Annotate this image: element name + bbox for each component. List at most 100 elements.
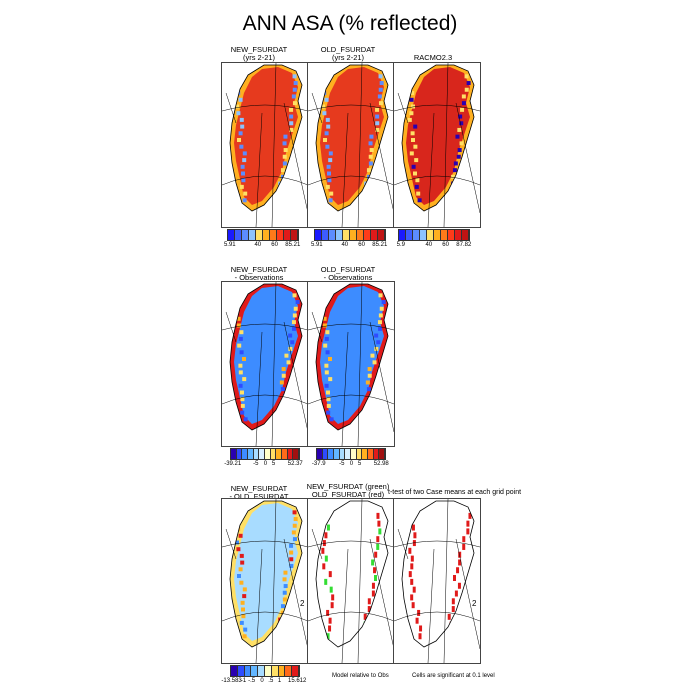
sig-cell [451, 598, 455, 605]
grid-cell [236, 84, 241, 89]
sig-cell [445, 629, 449, 636]
longitude-line [255, 548, 263, 663]
grid-cell [236, 303, 241, 308]
grid-cell [283, 148, 288, 153]
grid-cell [289, 550, 294, 555]
colorbar-swatch [336, 230, 343, 240]
grid-cell [375, 127, 380, 132]
sig-cell [328, 571, 332, 578]
longitude-line [341, 331, 349, 446]
sig-cell [411, 602, 415, 609]
latitude-line [308, 323, 394, 331]
colorbar-new-fsurdat [227, 229, 299, 241]
latitude-line [222, 104, 308, 112]
colorbar-swatch [235, 230, 242, 240]
grid-cell [329, 417, 334, 422]
grid-cell [292, 523, 297, 528]
grid-cell [322, 71, 326, 75]
sig-cell [462, 536, 466, 543]
colorbar-swatch [420, 230, 427, 240]
grid-cell [327, 171, 331, 176]
colorbar-swatch [379, 449, 385, 459]
grid-cell [291, 530, 296, 535]
panel-title-new-minus-old: NEW_FSURDAT - OLD_FSURDAT [229, 484, 289, 501]
grid-cell [289, 114, 294, 119]
sig-cell [454, 590, 458, 597]
grid-cell [408, 77, 413, 82]
latitude-line [394, 104, 480, 112]
latitude-line [308, 394, 394, 405]
grid-cell [276, 413, 281, 418]
grid-cell [292, 87, 297, 92]
grid-cell [407, 117, 412, 122]
grid-cell [235, 104, 239, 109]
sig-cell [328, 617, 332, 624]
colorbar-swatch [278, 666, 286, 676]
grid-cell [242, 158, 247, 163]
sig-cell [329, 586, 333, 593]
colorbar-swatch [455, 230, 462, 240]
grid-cell [458, 114, 463, 119]
grid-cell [241, 607, 245, 612]
grid-cell [281, 188, 286, 193]
grid-cell [410, 91, 415, 96]
grid-cell [240, 124, 245, 129]
grid-cell [237, 323, 241, 328]
grid-cell [451, 201, 456, 206]
grid-cell [375, 114, 380, 119]
longitude-line [225, 311, 237, 343]
grid-cell [455, 134, 460, 139]
sig-cell [324, 532, 328, 539]
grid-cell [281, 367, 286, 372]
colorbar-swatch [399, 230, 406, 240]
grid-cell [283, 584, 288, 589]
grid-cell [238, 131, 243, 136]
sig-cell [361, 629, 365, 636]
grid-cell [367, 367, 372, 372]
grid-cell [369, 148, 374, 153]
colorbar-swatch [277, 230, 284, 240]
sig-cell [408, 571, 412, 578]
grid-cell [325, 184, 330, 189]
map-old-minus-obs [307, 281, 395, 447]
longitude-line [357, 499, 363, 663]
grid-cell [324, 370, 329, 375]
grid-cell [236, 111, 241, 116]
grid-cell [461, 101, 466, 106]
grid-cell [240, 560, 245, 565]
grid-cell [239, 580, 244, 585]
grid-cell [368, 154, 373, 159]
sig-cell [415, 617, 419, 624]
longitude-line [283, 102, 308, 214]
grid-cell [236, 316, 241, 321]
grid-cell [236, 547, 241, 552]
sig-cell [447, 613, 451, 620]
grid-cell [381, 300, 386, 305]
grid-cell [328, 377, 333, 382]
colorbar-swatch [236, 449, 243, 459]
grid-cell [279, 380, 284, 385]
longitude-line [455, 538, 480, 650]
grid-cell [452, 168, 457, 173]
grid-cell [409, 151, 414, 156]
colorbar-new-minus-obs [230, 448, 300, 460]
latitude-line [394, 175, 480, 186]
colorbar-swatch [371, 230, 378, 240]
colorbar-swatch [231, 449, 237, 459]
colorbar-swatch [291, 230, 298, 240]
sig-cell [324, 516, 328, 523]
grid-cell [240, 403, 245, 408]
coastline [401, 500, 475, 648]
colorbar-swatch [357, 230, 364, 240]
sig-cell [374, 575, 377, 581]
colorbar-swatch [413, 230, 420, 240]
grid-cell [242, 377, 247, 382]
sig-cell [331, 594, 335, 601]
grid-cell [236, 507, 240, 511]
panel-title-new-fsurdat: NEW_FSURDAT (yrs 2-21) [230, 45, 288, 62]
grid-cell [283, 134, 288, 139]
sig-cell [468, 512, 472, 519]
colorbar-swatch [244, 666, 252, 676]
grid-cell [242, 594, 247, 599]
grid-cell [378, 326, 383, 331]
